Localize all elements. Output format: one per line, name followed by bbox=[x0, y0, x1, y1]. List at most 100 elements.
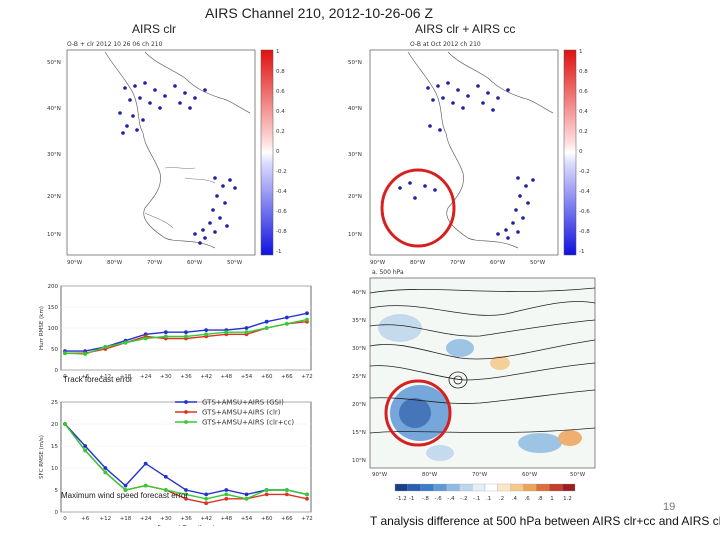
data-point bbox=[244, 496, 249, 501]
left-colorbar bbox=[260, 49, 274, 256]
x-tick-label: +12 bbox=[100, 516, 112, 522]
x-tick-label: +6 bbox=[81, 516, 90, 522]
data-point bbox=[224, 496, 229, 501]
x-tick-label: +72 bbox=[301, 374, 313, 380]
x-tick-label: +60 bbox=[261, 374, 273, 380]
right-obs-map: O-B at Oct 2012 ch 210 50°N 40°N 30°N 20… bbox=[330, 38, 590, 270]
left-colorbar-labels: 1 0.8 0.6 0.4 0.2 0 -0.2 -0.4 -0.6 -0.8 -1 bbox=[276, 49, 287, 255]
right-lat-label: 50°N bbox=[348, 60, 362, 66]
data-point bbox=[184, 488, 188, 492]
data-point bbox=[123, 340, 128, 345]
data-point bbox=[204, 496, 209, 501]
colorbar-tick-label: .6 bbox=[525, 496, 531, 502]
slide-caption: T analysis difference at 500 hPa between… bbox=[370, 514, 720, 528]
analysis-lat-label: 20°N bbox=[352, 402, 366, 408]
x-tick-label: +66 bbox=[281, 374, 293, 380]
data-point bbox=[264, 492, 269, 497]
right-lon-label: 50°W bbox=[530, 260, 546, 266]
data-point bbox=[284, 321, 289, 326]
legend-label: GTS+AMSU+AIRS (clr+cc) bbox=[202, 419, 294, 427]
x-tick-label: +42 bbox=[200, 374, 212, 380]
analysis-highlight-circle bbox=[384, 379, 452, 447]
colorbar-tick-label: 0.4 bbox=[579, 109, 588, 115]
data-point bbox=[264, 319, 269, 324]
colorbar-tick-label: .8 bbox=[537, 496, 543, 502]
data-point bbox=[204, 332, 209, 337]
x-tick-label: +30 bbox=[160, 374, 172, 380]
y-tick-label: 25 bbox=[51, 400, 58, 406]
left-lat-label: 50°N bbox=[47, 60, 61, 66]
left-lon-label: 70°W bbox=[147, 260, 163, 266]
chart-title: Track forecast error bbox=[63, 375, 133, 384]
data-point bbox=[83, 352, 88, 356]
data-point bbox=[204, 501, 209, 506]
data-point bbox=[305, 492, 309, 497]
chart-title: Maximum wind speed forecast error bbox=[61, 491, 188, 500]
data-point bbox=[143, 483, 148, 488]
colorbar-swatch bbox=[510, 483, 524, 492]
y-tick-label: 5 bbox=[55, 488, 59, 494]
data-point bbox=[103, 345, 108, 349]
colorbar-tick-label: .1 bbox=[486, 496, 491, 502]
colorbar-tick-label: -1.2 bbox=[396, 496, 407, 502]
analysis-difference-map: a. 500 hPa 40°N 35°N 30° bbox=[340, 268, 600, 506]
y-tick-label: 0 bbox=[55, 368, 59, 374]
right-lat-label: 20°N bbox=[348, 194, 362, 200]
legend-label: GTS+AMSU+AIRS (clr) bbox=[202, 409, 281, 417]
page-number: 19 bbox=[663, 501, 676, 513]
colorbar-tick-label: -.2 bbox=[460, 496, 467, 502]
colorbar-tick-label: -0.2 bbox=[276, 169, 287, 175]
colorbar-tick-label: -0.4 bbox=[276, 189, 287, 195]
data-point bbox=[224, 492, 229, 497]
data-point bbox=[83, 444, 88, 448]
right-lon-label: 70°W bbox=[450, 260, 466, 266]
colorbar-tick-label: 0.4 bbox=[276, 109, 285, 115]
x-axis-label: Forecast Time (hour) bbox=[157, 525, 214, 526]
x-tick-label: +24 bbox=[140, 374, 152, 380]
right-lat-label: 10°N bbox=[348, 232, 362, 238]
y-tick-label: 150 bbox=[48, 305, 59, 311]
x-tick-label: +36 bbox=[180, 516, 192, 522]
data-point bbox=[264, 488, 269, 492]
analysis-lat-label: 15°N bbox=[352, 430, 366, 436]
colorbar-swatch bbox=[484, 483, 499, 492]
left-lat-label: 10°N bbox=[47, 232, 61, 238]
y-tick-label: 200 bbox=[48, 284, 59, 290]
analysis-map-header: a. 500 hPa bbox=[372, 269, 404, 276]
data-point bbox=[163, 334, 168, 339]
x-tick-label: +54 bbox=[241, 516, 253, 522]
y-axis-label: SFC RMSE (m/s) bbox=[39, 435, 45, 479]
data-point bbox=[224, 488, 229, 492]
left-panel-label: AIRS clr bbox=[132, 22, 177, 36]
colorbar-tick-label: 1 bbox=[550, 496, 554, 502]
colorbar-tick-label: -0.8 bbox=[579, 229, 590, 235]
colorbar-tick-label: 0.2 bbox=[276, 129, 285, 135]
x-tick-label: +48 bbox=[221, 516, 233, 522]
data-point bbox=[103, 466, 108, 470]
y-tick-label: 50 bbox=[51, 347, 58, 353]
colorbar-swatch bbox=[420, 483, 434, 492]
y-tick-label: 0 bbox=[55, 510, 59, 516]
colorbar-swatch bbox=[523, 483, 537, 492]
right-obs-dots bbox=[398, 81, 535, 240]
right-map-header: O-B at Oct 2012 ch 210 bbox=[410, 41, 481, 48]
data-point bbox=[305, 496, 309, 501]
data-point bbox=[184, 492, 188, 497]
colorbar-tick-label: 0.6 bbox=[276, 89, 285, 95]
x-tick-label: +12 bbox=[100, 374, 112, 380]
analysis-lat-label: 25°N bbox=[352, 374, 366, 380]
left-lon-label: 50°W bbox=[227, 260, 243, 266]
colorbar-tick-label: -0.2 bbox=[579, 169, 590, 175]
colorbar-swatch bbox=[497, 483, 511, 492]
data-point bbox=[184, 334, 188, 339]
x-tick-label: +72 bbox=[301, 516, 313, 522]
data-point bbox=[143, 461, 148, 466]
x-tick-label: +6 bbox=[81, 374, 90, 380]
colorbar-swatch bbox=[394, 483, 409, 492]
height-contours bbox=[369, 287, 596, 434]
colorbar-tick-label: -.6 bbox=[435, 496, 443, 502]
colorbar-tick-label: 1 bbox=[579, 49, 583, 55]
data-point bbox=[305, 311, 309, 316]
colorbar-tick-label: 0 bbox=[579, 149, 583, 155]
x-tick-label: +36 bbox=[180, 374, 192, 380]
